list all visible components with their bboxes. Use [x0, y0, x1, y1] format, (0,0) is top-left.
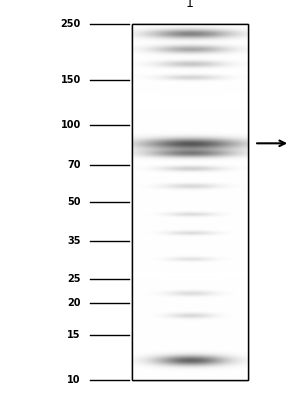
Bar [132, 24, 248, 380]
Text: 50: 50 [67, 197, 81, 207]
Text: 100: 100 [60, 120, 81, 130]
Text: 35: 35 [67, 236, 81, 246]
Text: 150: 150 [60, 76, 81, 86]
Bar [132, 24, 248, 380]
Text: 70: 70 [67, 160, 81, 170]
Text: 10: 10 [67, 375, 81, 385]
Text: 250: 250 [60, 19, 81, 29]
Text: 25: 25 [67, 274, 81, 284]
Text: 15: 15 [67, 330, 81, 340]
Text: 1: 1 [186, 0, 194, 10]
Text: 20: 20 [67, 298, 81, 308]
